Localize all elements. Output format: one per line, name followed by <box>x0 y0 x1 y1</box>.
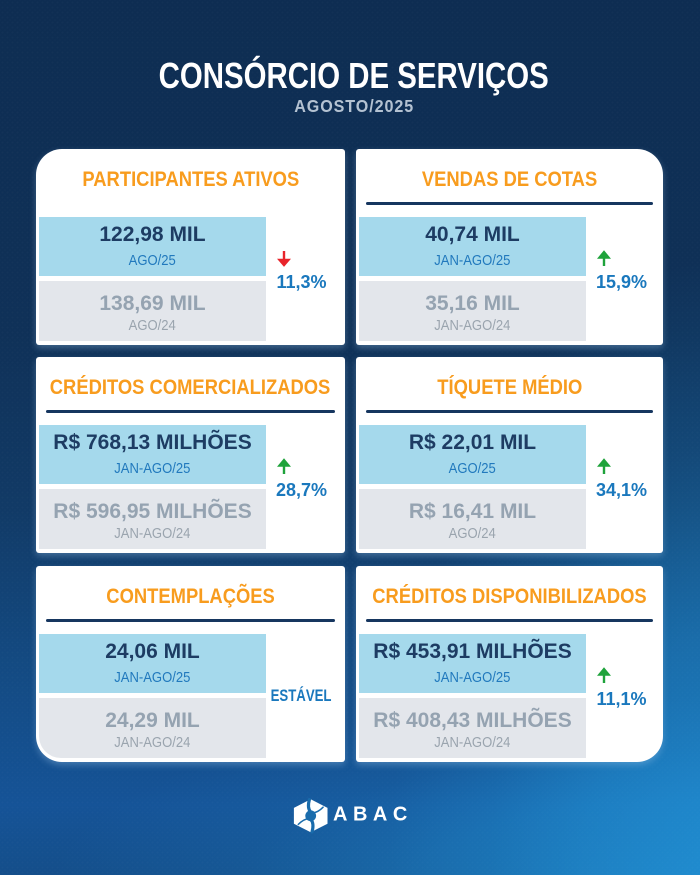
svg-text:ABAC: ABAC <box>333 804 413 826</box>
